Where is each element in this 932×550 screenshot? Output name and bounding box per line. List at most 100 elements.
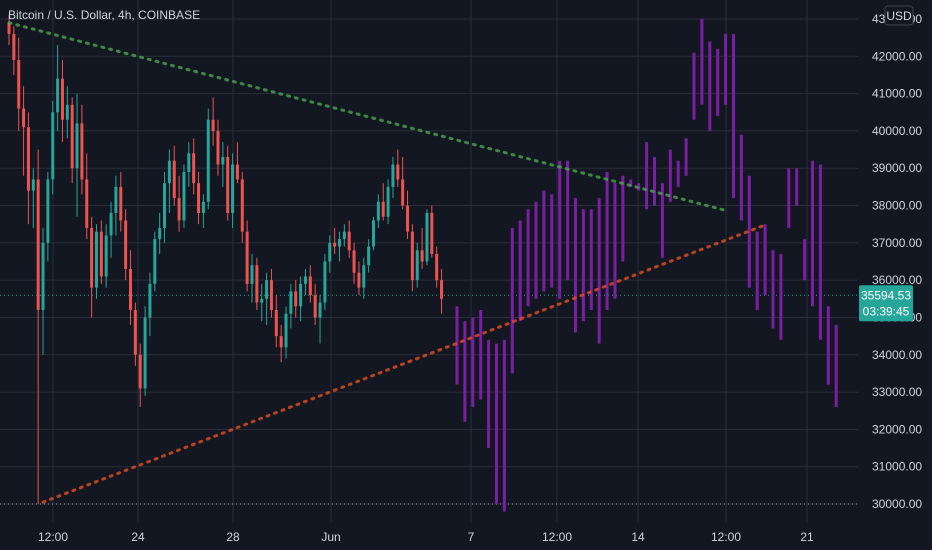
candle-body bbox=[260, 298, 264, 303]
candle-body bbox=[337, 239, 341, 247]
candle-body bbox=[401, 179, 405, 206]
candle-body bbox=[143, 317, 147, 389]
horizontal-lines bbox=[0, 294, 858, 505]
candle-body bbox=[376, 201, 380, 221]
currency-label: USD bbox=[886, 9, 912, 23]
x-axis[interactable]: 12:00 24 28 Jun 7 12:00 14 12:00 21 bbox=[38, 530, 814, 544]
candle-body bbox=[133, 310, 137, 355]
candle-body bbox=[163, 183, 167, 228]
y-tick-label: 37000.00 bbox=[872, 236, 922, 250]
x-tick-label: 28 bbox=[226, 530, 240, 544]
candle-body bbox=[386, 186, 390, 217]
x-tick-label: 21 bbox=[800, 530, 814, 544]
candle-body bbox=[75, 123, 79, 169]
candle-body bbox=[158, 227, 162, 240]
candle-body bbox=[56, 78, 60, 113]
candle-body bbox=[342, 231, 346, 240]
candle-body bbox=[415, 250, 419, 281]
candle-body bbox=[406, 205, 410, 232]
bar-countdown: 03:39:45 bbox=[863, 304, 910, 318]
candle-body bbox=[172, 160, 176, 199]
trendlines bbox=[7, 21, 764, 504]
candle-body bbox=[221, 157, 225, 165]
candle-body bbox=[12, 33, 16, 61]
candle-body bbox=[420, 250, 424, 262]
y-tick-label: 42000.00 bbox=[872, 49, 922, 63]
candles bbox=[7, 15, 444, 504]
y-tick-label: 33000.00 bbox=[872, 385, 922, 399]
candle-body bbox=[36, 179, 40, 310]
candle-body bbox=[279, 336, 283, 348]
candle-body bbox=[94, 231, 98, 288]
candle-body bbox=[153, 239, 157, 284]
candle-body bbox=[70, 104, 74, 169]
candle-body bbox=[99, 231, 103, 277]
candle-body bbox=[440, 280, 444, 299]
candle-body bbox=[104, 235, 108, 277]
currency-button[interactable]: USD bbox=[884, 5, 914, 26]
candle-body bbox=[60, 78, 64, 120]
candle-body bbox=[201, 201, 205, 213]
grid bbox=[0, 0, 858, 523]
candle-body bbox=[51, 112, 55, 180]
x-tick-label: 12:00 bbox=[38, 530, 68, 544]
last-price-value: 35594.53 bbox=[861, 288, 911, 302]
candle-body bbox=[265, 280, 269, 299]
candle-body bbox=[308, 276, 312, 296]
candle-body bbox=[211, 119, 215, 131]
candle-body bbox=[299, 283, 303, 307]
candle-body bbox=[22, 108, 26, 128]
candle-body bbox=[381, 201, 385, 217]
projection-bars bbox=[455, 19, 838, 512]
candle-body bbox=[216, 130, 220, 165]
candle-body bbox=[294, 291, 298, 307]
candle-body bbox=[109, 213, 113, 236]
candle-body bbox=[114, 186, 118, 213]
candle-body bbox=[177, 198, 181, 221]
x-tick-label: 12:00 bbox=[711, 530, 741, 544]
candle-body bbox=[31, 179, 35, 191]
candle-body bbox=[367, 246, 371, 266]
last-price-tag: 35594.53 03:39:45 bbox=[859, 285, 913, 322]
candle-body bbox=[80, 123, 84, 180]
y-tick-label: 36000.00 bbox=[872, 273, 922, 287]
candle-body bbox=[129, 268, 132, 310]
candle-body bbox=[274, 310, 278, 337]
candle-body bbox=[391, 164, 395, 187]
candle-body bbox=[318, 302, 322, 318]
x-tick-label: 24 bbox=[131, 530, 145, 544]
x-tick-label: Jun bbox=[321, 530, 340, 544]
candle-body bbox=[430, 213, 434, 255]
x-tick-label: 14 bbox=[631, 530, 645, 544]
candle-body bbox=[289, 291, 293, 314]
trendline bbox=[7, 21, 730, 213]
candle-body bbox=[26, 127, 30, 191]
y-tick-label: 41000.00 bbox=[872, 87, 922, 101]
y-axis[interactable]: 30000.00 31000.00 32000.00 33000.00 34000.00… bbox=[872, 12, 922, 511]
candle-body bbox=[182, 171, 186, 221]
y-tick-label: 40000.00 bbox=[872, 124, 922, 138]
candle-body bbox=[372, 220, 375, 247]
candle-body bbox=[333, 242, 337, 247]
candle-body bbox=[396, 164, 400, 180]
candle-body bbox=[192, 153, 196, 184]
candle-body bbox=[240, 179, 244, 232]
chart-title: Bitcoin / U.S. Dollar, 4h, COINBASE bbox=[8, 8, 200, 22]
x-tick-label: 7 bbox=[468, 530, 475, 544]
candle-body bbox=[328, 242, 332, 262]
candle-body bbox=[124, 220, 128, 269]
y-tick-label: 30000.00 bbox=[872, 497, 922, 511]
y-tick-label: 31000.00 bbox=[872, 460, 922, 474]
candle-body bbox=[357, 272, 361, 288]
candle-body bbox=[284, 313, 288, 348]
candle-body bbox=[231, 164, 235, 213]
candle-body bbox=[206, 119, 210, 202]
candle-body bbox=[269, 280, 273, 310]
candle-body bbox=[46, 179, 50, 243]
candle-body bbox=[313, 295, 317, 318]
candle-body bbox=[435, 254, 439, 281]
trendline bbox=[41, 224, 764, 504]
candle-body bbox=[303, 276, 307, 284]
